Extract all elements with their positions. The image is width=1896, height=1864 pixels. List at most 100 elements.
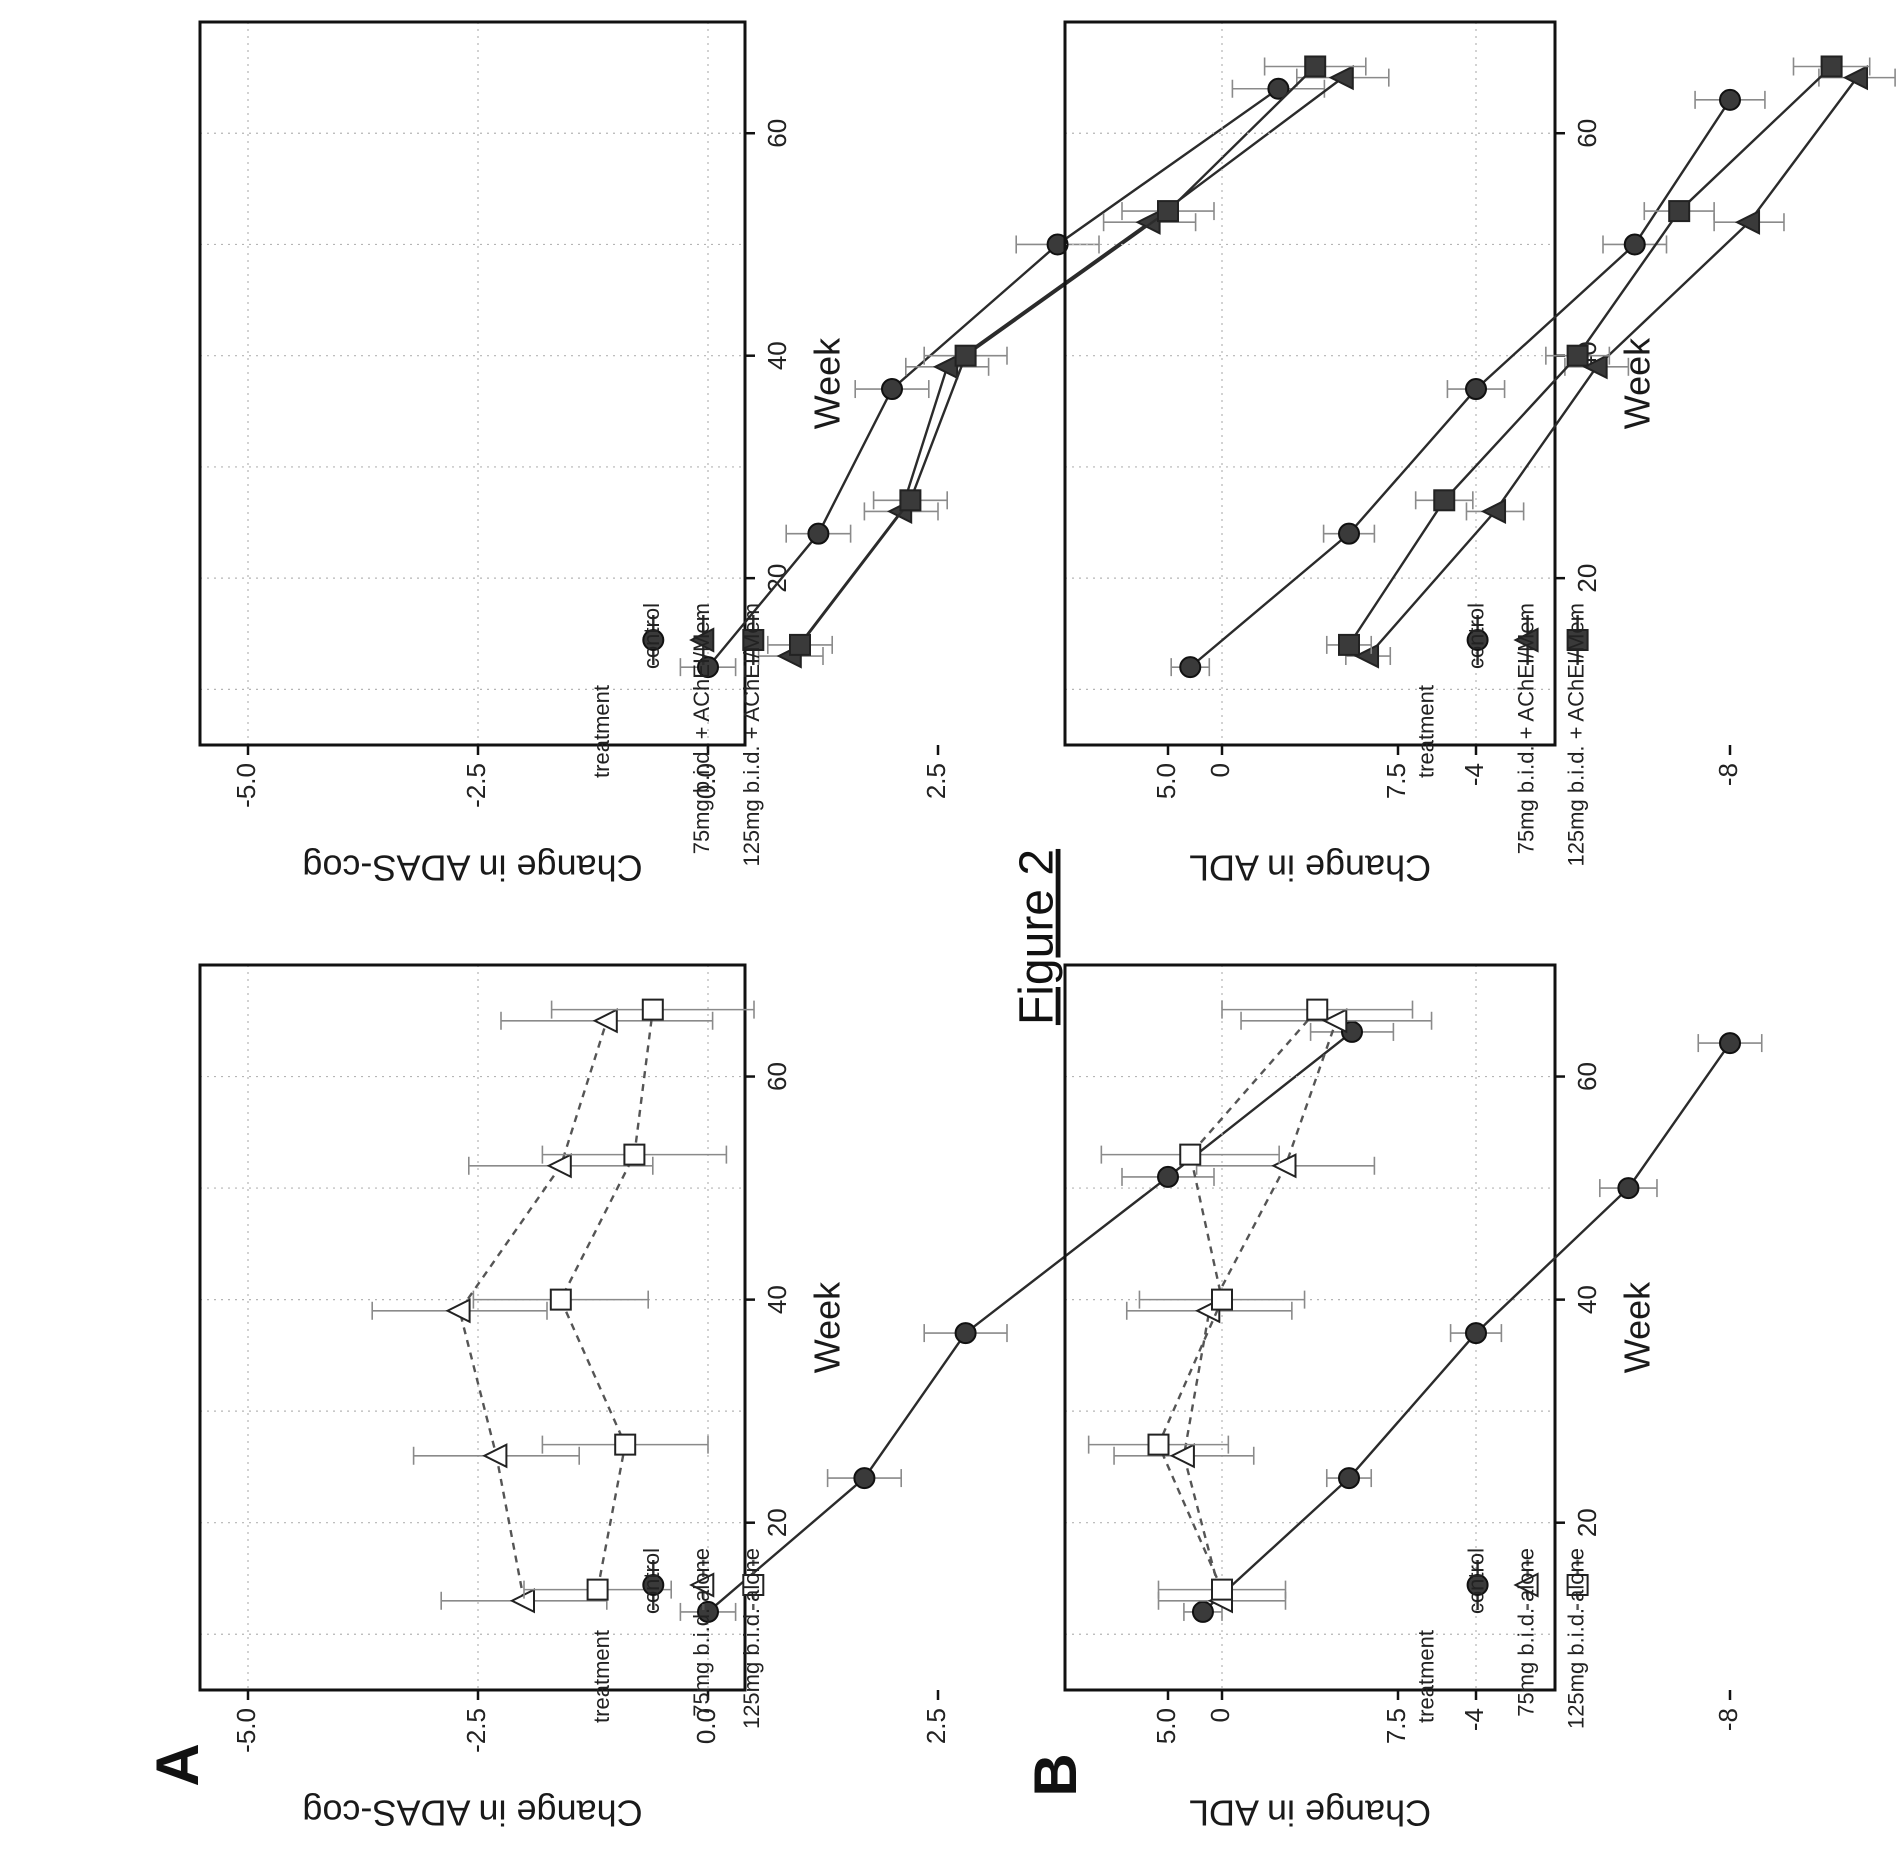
legend-item-2: 125mg b.i.d. + AChEI/Mem	[1563, 603, 1589, 867]
y-tick-label: -8	[1713, 763, 1743, 786]
y-tick-label: -2.5	[461, 763, 491, 808]
marker-square	[549, 1288, 572, 1311]
panel-label-A: A	[144, 1743, 211, 1786]
marker-circle	[1465, 1322, 1487, 1345]
marker-square	[1304, 55, 1327, 78]
marker-triangle	[932, 354, 959, 380]
series-2	[766, 55, 1367, 656]
plot-frame	[198, 963, 747, 1692]
marker-triangle	[689, 627, 715, 653]
marker-triangle	[1135, 209, 1161, 235]
x-tick-label: 40	[1572, 1285, 1602, 1314]
marker-triangle	[1322, 1008, 1348, 1034]
y-tick-label: 0	[1205, 1708, 1235, 1722]
series-0	[679, 1020, 1395, 1623]
legend-label: control	[1463, 1548, 1488, 1614]
legend-title: treatment	[1413, 1630, 1438, 1723]
marker-square	[1668, 200, 1691, 223]
marker-circle	[1466, 1574, 1489, 1596]
marker-circle	[642, 629, 665, 651]
marker-square	[1306, 998, 1329, 1021]
marker-circle	[642, 1574, 665, 1596]
series-1	[371, 1008, 714, 1614]
x-tick-label: 20	[1572, 1508, 1602, 1537]
x-axis-label: Week	[807, 1281, 848, 1373]
marker-triangle	[445, 1298, 471, 1324]
chart-A-left: 20 40 60 -5.0 -2.5 0.0 2.5 5.0 7.5 Week Change in …	[144, 963, 1411, 1833]
legend-label: control	[639, 603, 664, 669]
chart-A-right: 20 40 60 -5.0 -2.5 0.0 2.5 5.0 7.5 Week Change in …	[198, 20, 1411, 888]
marker-square	[899, 489, 922, 512]
marker-triangle	[1353, 643, 1380, 669]
marker-square	[1179, 1143, 1202, 1166]
marker-square	[614, 1433, 637, 1456]
marker-square	[789, 633, 811, 656]
marker-triangle	[1513, 1572, 1539, 1598]
legend-label: control	[639, 1548, 664, 1614]
marker-square	[742, 629, 765, 651]
series-1	[1345, 64, 1896, 669]
legend-label: control	[1463, 603, 1488, 669]
marker-circle	[1338, 1467, 1360, 1490]
marker-square	[1820, 55, 1843, 78]
marker-triangle	[1842, 64, 1868, 91]
marker-triangle	[1328, 64, 1354, 91]
marker-triangle	[1271, 1153, 1297, 1179]
marker-circle	[1719, 1032, 1741, 1055]
marker-circle	[1179, 656, 1202, 679]
series-0	[679, 77, 1326, 679]
x-tick-label: 40	[762, 341, 792, 370]
x-tick-label: 20	[762, 564, 792, 593]
marker-triangle	[1513, 627, 1539, 653]
marker-square	[742, 1574, 765, 1596]
marker-triangle	[1480, 498, 1507, 525]
x-tick-label: 20	[762, 1508, 792, 1537]
marker-circle	[1338, 522, 1360, 545]
legend-item-2: 125mg b.i.d. alone	[1563, 1548, 1589, 1729]
y-tick-label: 2.5	[921, 763, 951, 799]
marker-triangle	[509, 1588, 535, 1614]
marker-circle	[1267, 77, 1290, 100]
figure-title: Figure 2	[1011, 849, 1064, 1025]
series-line	[799, 65, 1317, 646]
legend-item-0: control	[1463, 603, 1489, 669]
panel-label-B: B	[1022, 1753, 1089, 1796]
x-tick-label: 40	[762, 1285, 792, 1314]
marker-triangle	[1734, 209, 1761, 235]
marker-triangle	[1169, 1443, 1195, 1469]
marker-circle	[1617, 1177, 1640, 1200]
series-0	[1183, 1032, 1763, 1623]
legend-title: treatment	[589, 1630, 614, 1723]
legend-label: 125mg b.i.d. alone	[1563, 1548, 1588, 1729]
y-tick-label: 0	[1205, 763, 1235, 777]
marker-square	[641, 998, 664, 1021]
legend-item-1: 75mg b.i.d. alone	[1513, 1548, 1539, 1717]
marker-circle	[853, 1467, 876, 1490]
x-tick-label: 60	[1572, 1062, 1602, 1091]
legend-item-2: 125mg b.i.d. + AChEI/Mem	[739, 603, 765, 867]
series-2	[472, 998, 755, 1601]
plot-frame	[1063, 20, 1557, 747]
y-tick-label: -4	[1459, 1708, 1489, 1731]
marker-square	[1211, 1288, 1233, 1311]
plot-frame	[1063, 963, 1557, 1692]
legend-item-0: control	[639, 603, 665, 669]
marker-square	[586, 1578, 609, 1601]
plot-frame	[198, 20, 747, 747]
marker-circle	[1157, 1165, 1179, 1188]
legend-item-1: 75mg b.i.d. + AChEI/Mem	[689, 603, 715, 854]
y-tick-label: -2.5	[461, 1708, 491, 1753]
marker-circle	[807, 522, 830, 545]
marker-square	[1211, 1578, 1233, 1601]
y-tick-label: 7.5	[1381, 763, 1411, 799]
marker-circle	[881, 378, 903, 401]
marker-circle	[1719, 88, 1741, 111]
y-tick-label: 0.0	[691, 763, 721, 799]
legend-label: 75mg b.i.d. alone	[1513, 1548, 1538, 1717]
marker-circle	[1465, 378, 1487, 401]
marker-circle	[1466, 629, 1489, 651]
